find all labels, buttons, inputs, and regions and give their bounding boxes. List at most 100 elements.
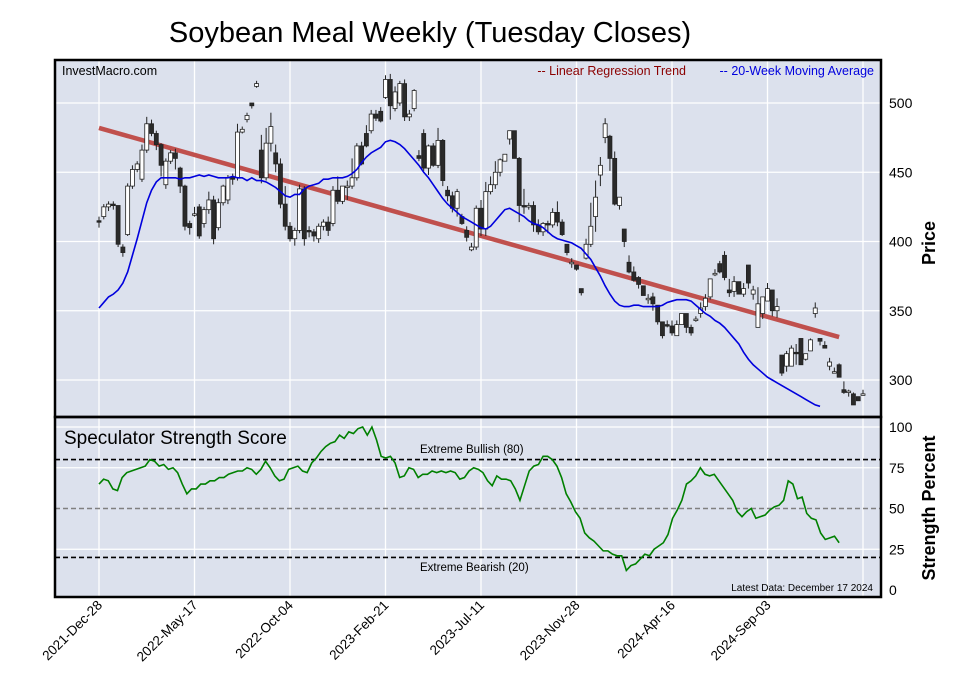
candle xyxy=(817,338,823,346)
candle xyxy=(402,79,408,122)
candle-body-up xyxy=(741,288,747,295)
candle xyxy=(321,219,326,231)
candle xyxy=(731,276,737,297)
candle-body-down xyxy=(249,102,255,107)
candle xyxy=(669,320,675,336)
candle xyxy=(626,255,632,274)
candle xyxy=(182,184,188,231)
legend-regression: -- Linear Regression Trend xyxy=(537,64,686,78)
strength-tick-label: 75 xyxy=(889,460,905,476)
price-axis-label: Price xyxy=(919,221,939,265)
candle-body-down xyxy=(301,188,307,240)
candle xyxy=(597,157,603,187)
price-panel-background xyxy=(55,60,881,417)
candle-body-down xyxy=(736,281,742,295)
candle xyxy=(316,223,322,243)
candle-body-up xyxy=(812,307,818,314)
candle xyxy=(617,196,622,210)
candle xyxy=(421,129,427,171)
candle xyxy=(464,226,470,242)
candle-body-down xyxy=(636,277,641,285)
x-tick-label: 2024-Sep-03 xyxy=(708,598,774,664)
reference-lines xyxy=(55,458,881,559)
candle xyxy=(373,109,379,122)
candle xyxy=(784,350,789,372)
candle xyxy=(693,316,699,322)
candle xyxy=(330,186,336,227)
candle xyxy=(779,354,785,376)
candle xyxy=(426,144,431,176)
candle xyxy=(526,202,532,210)
candle xyxy=(760,296,766,320)
price-tick-label: 400 xyxy=(889,234,913,250)
candle-body-down xyxy=(115,205,121,245)
candle xyxy=(808,338,813,352)
candle-body-up xyxy=(507,130,513,140)
candle-body-up xyxy=(215,202,221,229)
candle-body-down xyxy=(521,205,527,208)
candle xyxy=(344,180,350,200)
candle-body-up xyxy=(788,347,794,367)
candle-body-down xyxy=(793,351,799,355)
strength-panel-background xyxy=(55,417,881,597)
candle xyxy=(144,116,150,153)
candle xyxy=(211,195,217,245)
candle-body-up xyxy=(707,278,713,298)
candle-body-down xyxy=(196,206,202,237)
candle-body-down xyxy=(440,139,446,181)
candle xyxy=(101,204,107,220)
candle-body-down xyxy=(512,130,517,159)
candle-body-up xyxy=(765,288,770,302)
candle-body-up xyxy=(454,191,460,209)
candle xyxy=(674,320,680,337)
strength-axis-label: Strength Percent xyxy=(919,435,939,580)
candle-body-down xyxy=(655,304,661,323)
candle xyxy=(206,191,212,214)
candle-body-down xyxy=(187,223,193,229)
candle-body-down xyxy=(607,135,613,159)
candle xyxy=(492,161,498,189)
candle xyxy=(225,175,231,205)
candle-body-up xyxy=(803,353,809,360)
candle-body-up xyxy=(254,83,259,87)
candle xyxy=(497,158,503,177)
candle xyxy=(220,184,226,206)
candle-body-down xyxy=(688,326,694,334)
candle-body-down xyxy=(564,243,570,253)
candle xyxy=(430,143,436,167)
candle xyxy=(564,243,570,256)
candle-body-up xyxy=(201,209,207,224)
candle xyxy=(235,123,240,181)
candle xyxy=(631,266,637,282)
candle-body-up xyxy=(225,177,231,201)
candle xyxy=(664,320,670,328)
candle xyxy=(139,144,145,182)
candle-body-down xyxy=(683,313,689,328)
candle xyxy=(636,276,641,289)
candle xyxy=(502,153,508,162)
candle-body-up xyxy=(488,184,493,193)
candle-body-down xyxy=(545,223,551,226)
candle xyxy=(746,264,751,289)
candle-body-up xyxy=(492,171,498,186)
x-tick-label: 2023-Nov-28 xyxy=(517,598,583,664)
candle-body-down xyxy=(478,207,484,230)
candle xyxy=(722,251,727,281)
candle xyxy=(803,353,809,361)
candle-body-up xyxy=(593,196,598,217)
candle-body-up xyxy=(144,123,150,151)
candle xyxy=(578,288,584,296)
candle-body-down xyxy=(230,177,236,180)
price-y-ticks: 300 350 400 450 500 xyxy=(889,95,913,388)
candle-body-up xyxy=(483,191,489,230)
candle xyxy=(192,206,197,217)
candle xyxy=(378,107,384,123)
candle xyxy=(440,139,446,187)
candle xyxy=(855,396,861,402)
candle-body-down xyxy=(640,285,646,296)
candle-body-up xyxy=(760,296,766,314)
candle xyxy=(196,204,202,239)
candle-body-down xyxy=(387,79,393,107)
candle xyxy=(846,389,852,397)
candle xyxy=(158,143,164,177)
